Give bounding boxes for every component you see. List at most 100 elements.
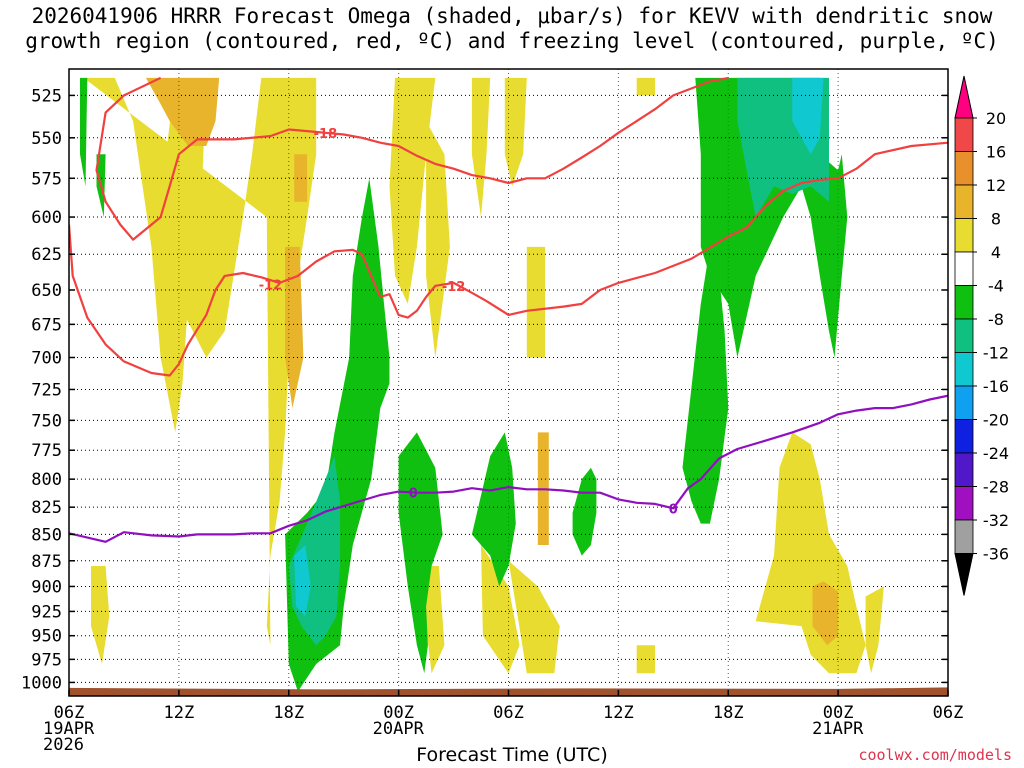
contour-label-0-0: -18 [314,127,338,142]
title-line-1: 2026041906 HRRR Forecast Omega (shaded, … [31,4,993,28]
contour-line-0-0 [69,141,948,377]
colorbar-swatch-2 [954,151,974,186]
colorbar-label-7: -12 [983,344,1009,363]
ytick-label-550: 550 [31,129,62,149]
xtick-label-0-1: 19APR [43,719,95,739]
xtick-label-6-0: 12Z [164,703,195,723]
omega-region-2-7 [682,246,729,524]
colorbar-swatch-3 [954,184,974,219]
colorbar-label-13: -36 [983,545,1009,564]
omega-region-0-8 [426,566,445,674]
omega-region-1-2 [294,154,308,202]
xtick-label-18-0: 00Z [383,703,414,723]
xtick-label-42-1: 21APR [812,719,864,739]
colorbar: 20 16 12 8 4 -4 -8 -12 -16 -20 -24 -28 -32 -36 [954,75,1009,596]
omega-region-2-5 [471,432,516,587]
ytick-label-525: 525 [31,86,62,106]
ytick-label-875: 875 [31,552,62,572]
ytick-label-625: 625 [31,245,62,265]
omega-region-1-1 [285,246,304,409]
xtick-label-18-1: 20APR [373,719,425,739]
ytick-label-900: 900 [31,577,62,597]
ytick-label-775: 775 [31,441,62,461]
axis-ticks [68,94,949,696]
contour-label-0-2: -12 [442,280,466,295]
colorbar-swatch-9 [954,385,974,420]
xtick-label-42-0: 00Z [823,703,854,723]
colorbar-label-12: -32 [983,511,1009,530]
omega-region-4-0 [294,545,311,617]
colorbar-swatch-1 [954,117,974,152]
ytick-label-725: 725 [31,380,62,400]
colorbar-swatch-4 [954,218,974,253]
x-axis-title: Forecast Time (UTC) [416,744,608,766]
colorbar-label-4: 4 [991,243,1001,262]
colorbar-swatch-13 [954,519,974,554]
ytick-label-950: 950 [31,627,62,647]
ytick-label-700: 700 [31,348,62,368]
title-line-2: growth region (contoured, red, ºC) and f… [25,29,999,53]
colorbar-swatch-5 [954,251,974,286]
xtick-label-24-0: 06Z [493,703,524,723]
chart-title: 2026041906 HRRR Forecast Omega (shaded, … [0,4,1024,54]
omega-region-0-9 [481,545,520,674]
omega-region-0-4 [426,121,450,358]
temperature-contours [69,76,948,543]
colorbar-label-6: -8 [988,310,1004,329]
omega-region-1-4 [812,581,839,646]
omega-region-0-5 [471,77,491,218]
xtick-label-12-0: 18Z [273,703,304,723]
colorbar-label-2: 12 [986,176,1006,195]
omega-region-1-0 [145,77,220,146]
xtick-label-30-0: 12Z [603,703,634,723]
omega-region-0-7 [526,246,546,358]
contour-label-0-1: -12 [259,278,283,293]
contour-label-1-1: 0 [669,502,678,517]
colorbar-bottom-arrow [954,553,974,596]
colorbar-swatch-7 [954,318,974,353]
colorbar-label-11: -28 [983,478,1009,497]
colorbar-top-arrow [954,75,974,119]
contour-line-1-0 [69,394,948,543]
ytick-label-800: 800 [31,470,62,490]
colorbar-label-10: -24 [983,444,1009,463]
omega-region-0-12 [755,432,866,674]
ytick-label-575: 575 [31,169,62,189]
colorbar-label-9: -20 [983,411,1009,430]
omega-region-0-6 [504,77,527,187]
omega-shading [80,77,884,692]
colorbar-label-3: 8 [991,210,1001,229]
xtick-label-48-0: 06Z [933,703,964,723]
xtick-label-0-2: 2026 [43,735,84,755]
y-axis-labels: 525 550 575 600 625 650 675 700 725 750 775 800 825 8… [21,86,62,693]
omega-region-4-1 [792,77,824,155]
colorbar-swatch-12 [954,486,974,521]
colorbar-label-5: -4 [988,277,1004,296]
colorbar-label-1: 16 [986,143,1006,162]
contour-line-0-1 [95,76,729,241]
ytick-label-675: 675 [31,315,62,335]
ytick-label-825: 825 [31,498,62,518]
xtick-label-0-0: 06Z [54,703,85,723]
colorbar-swatch-8 [954,352,974,387]
omega-region-2-6 [572,467,597,556]
grid-lines [69,69,948,696]
ytick-label-975: 975 [31,650,62,670]
ytick-label-600: 600 [31,208,62,228]
ytick-label-1000: 1000 [21,673,62,693]
contour-label-1-0: 0 [409,487,418,502]
ytick-label-850: 850 [31,525,62,545]
omega-region-2-0 [80,77,88,187]
ytick-label-925: 925 [31,602,62,622]
contour-labels: -18 -12 -12 0 0 [259,127,678,517]
colorbar-swatch-11 [954,452,974,487]
credit-text: coolwx.com/models [858,746,1012,764]
colorbar-swatch-10 [954,419,974,454]
omega-region-0-13 [865,586,884,674]
colorbar-label-0: 20 [986,109,1006,128]
omega-region-0-2 [91,566,110,664]
omega-region-0-11 [636,77,655,96]
ytick-label-750: 750 [31,411,62,431]
